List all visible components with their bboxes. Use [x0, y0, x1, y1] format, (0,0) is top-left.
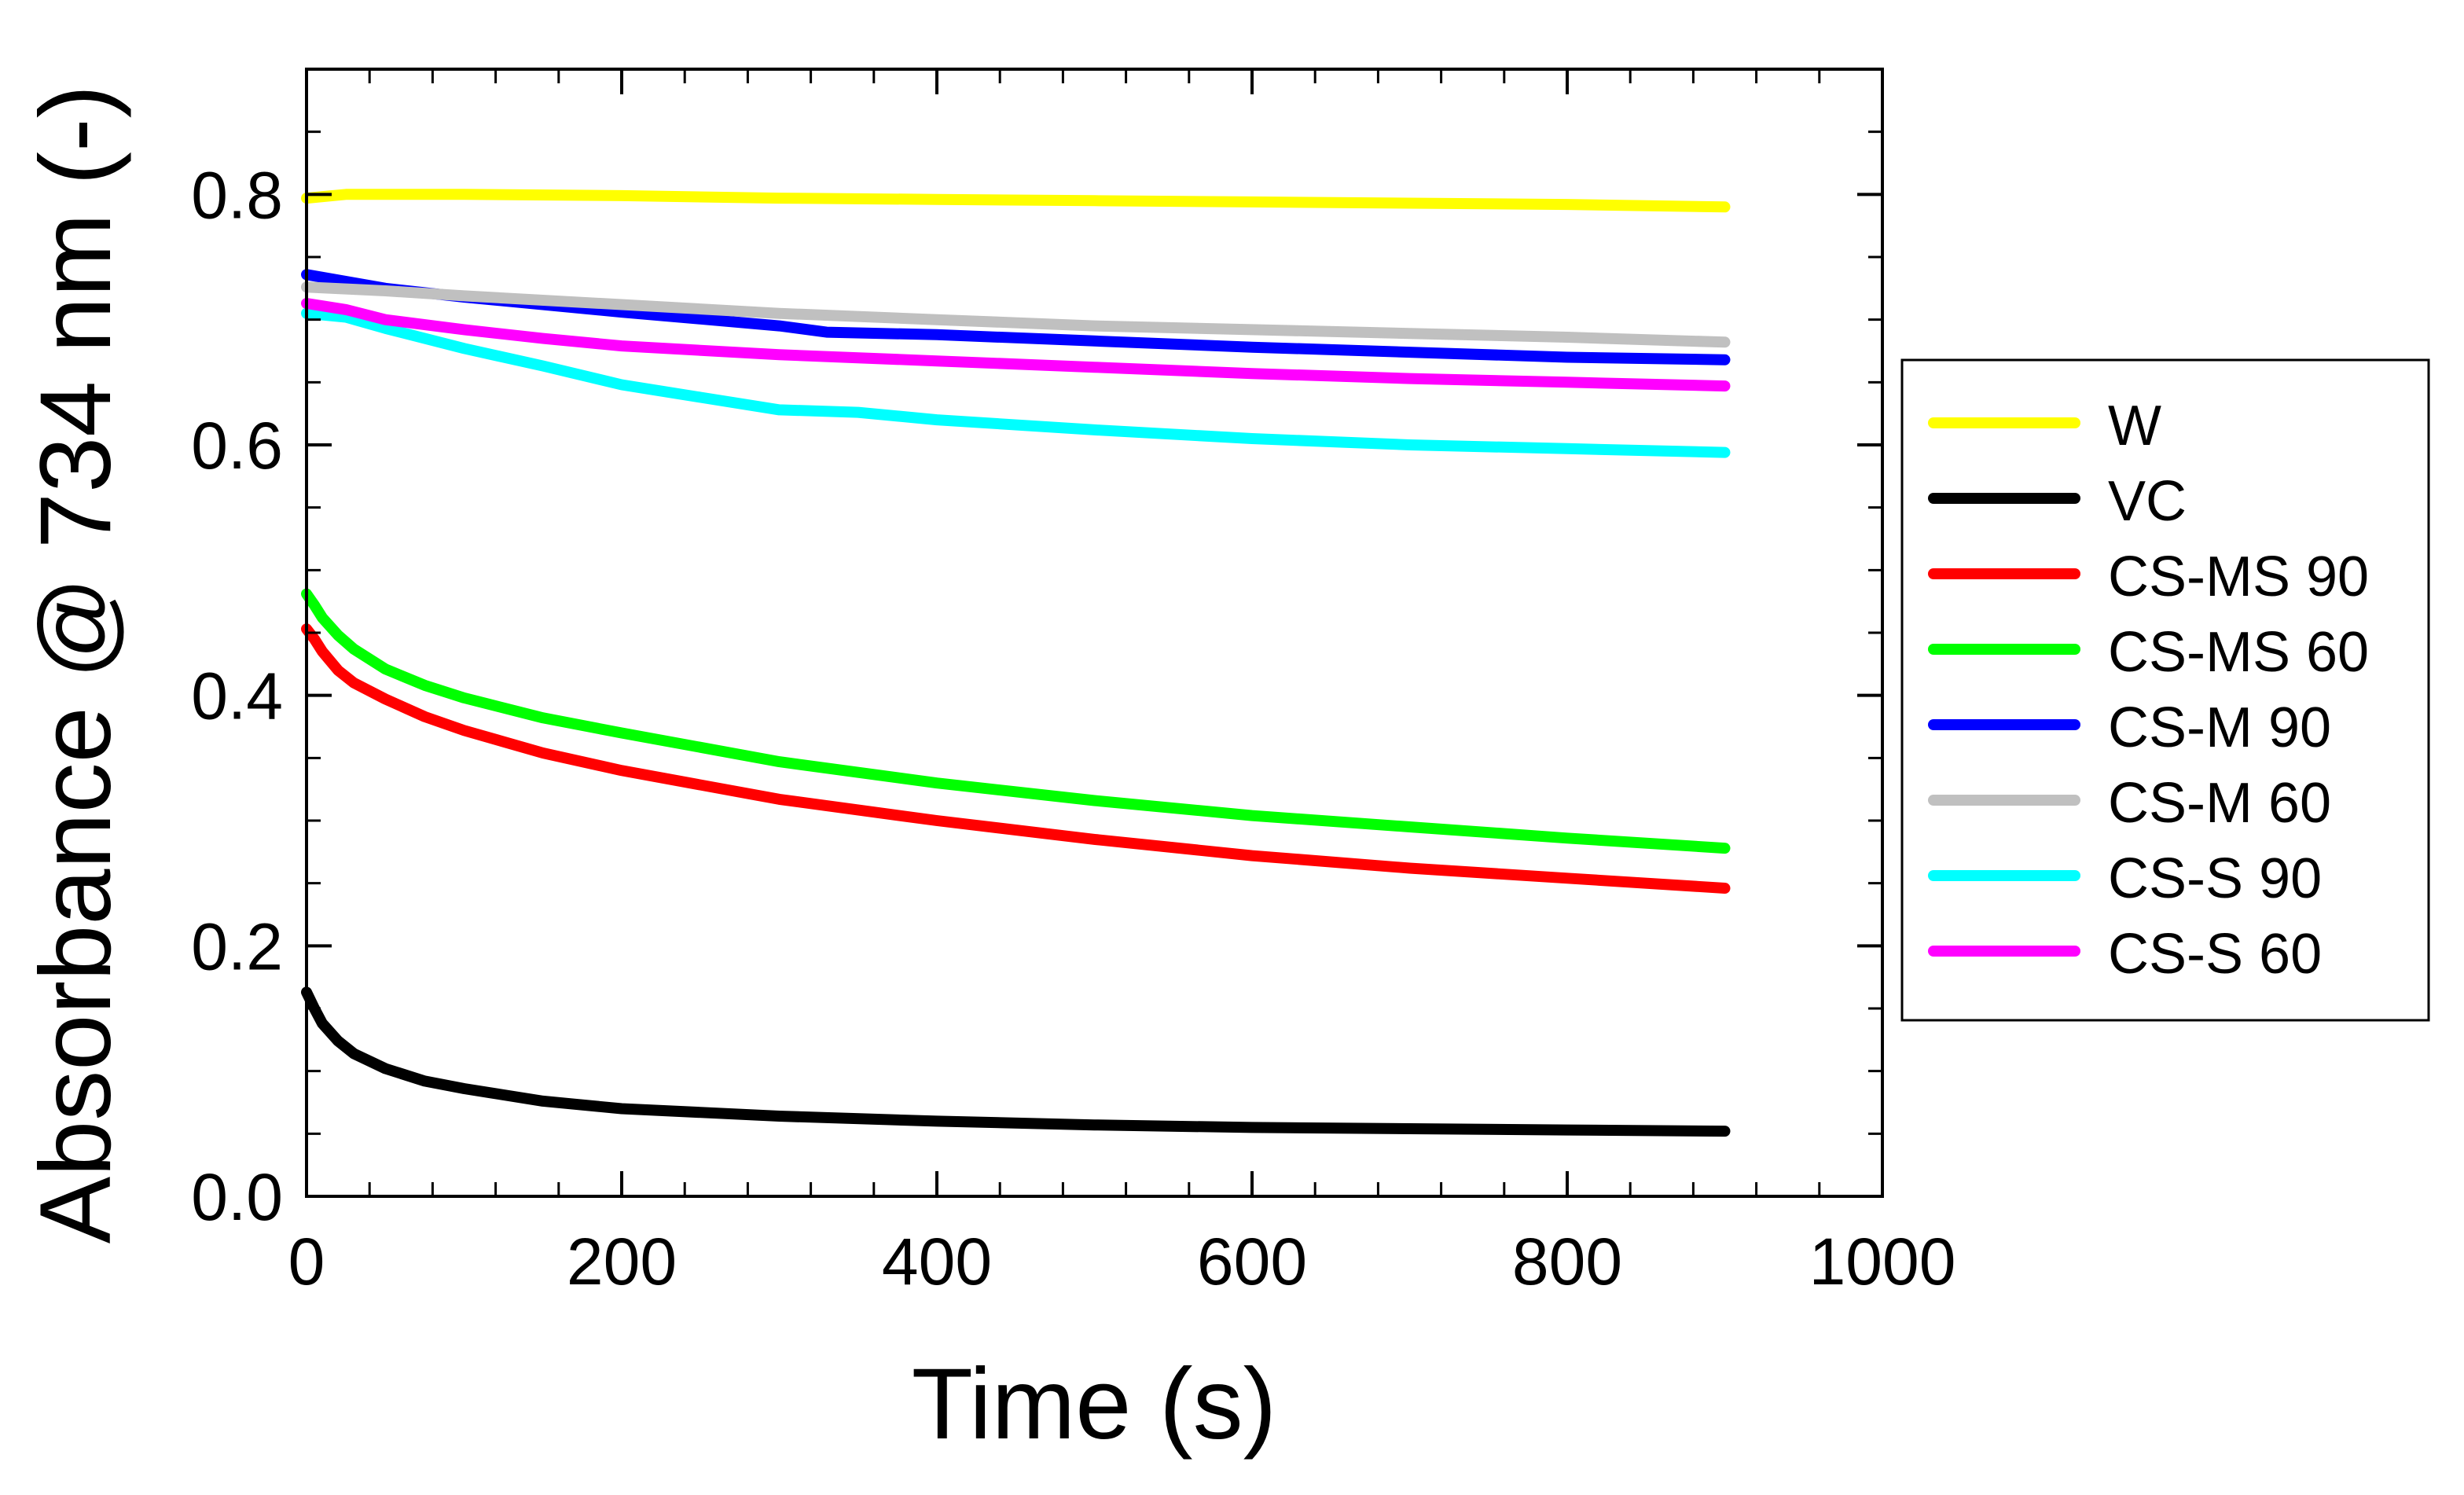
y-tick-label: 0.0: [191, 1160, 283, 1234]
axes-layer: 0 200 400 600 800 1000 0.0 0.2 0.4 0.6 0.8: [191, 68, 1956, 1298]
legend-label: CS-MS 90: [2108, 545, 2369, 608]
series-line-cs-m-60: [301, 281, 1731, 348]
legend-label: CS-S 60: [2108, 923, 2322, 986]
legend-label: W: [2108, 395, 2161, 457]
series-line-cs-s-60: [301, 298, 1731, 392]
x-tick-label: 800: [1512, 1225, 1622, 1298]
plot-layer: [301, 189, 1731, 1137]
legend-label: CS-M 60: [2108, 772, 2331, 835]
legend-label: VC: [2108, 470, 2187, 533]
y-tick-label: 0.8: [191, 158, 283, 232]
x-tick-label: 1000: [1809, 1225, 1956, 1298]
y-axis-label: Absorbance @ 734 nm (-): [20, 85, 132, 1244]
x-tick-label: 400: [882, 1225, 992, 1298]
legend-label: CS-MS 60: [2108, 621, 2369, 684]
series-line-cs-s-90: [301, 307, 1731, 458]
x-axis-label: Time (s): [912, 1348, 1277, 1460]
legend-label: CS-M 90: [2108, 696, 2331, 759]
legend-box: [1900, 358, 2430, 1022]
series-line-cs-ms-90: [301, 623, 1731, 894]
x-tick-label: 0: [288, 1225, 325, 1298]
x-tick-label: 600: [1197, 1225, 1307, 1298]
y-tick-label: 0.6: [191, 409, 283, 483]
y-tick-label: 0.2: [191, 909, 283, 983]
y-tick-label: 0.4: [191, 659, 283, 733]
legend: W VC CS-MS 90 CS-MS 60 CS-M 90 CS-M 60 CS-S 90…: [1900, 358, 2430, 1022]
series-line-vc: [301, 986, 1731, 1137]
legend-label: CS-S 90: [2108, 847, 2322, 910]
series-line-w: [301, 189, 1731, 213]
series-line-cs-ms-60: [301, 588, 1731, 854]
series-line-cs-m-90: [301, 269, 1731, 365]
x-tick-label: 200: [567, 1225, 677, 1298]
plot-frame: [305, 68, 1884, 1198]
